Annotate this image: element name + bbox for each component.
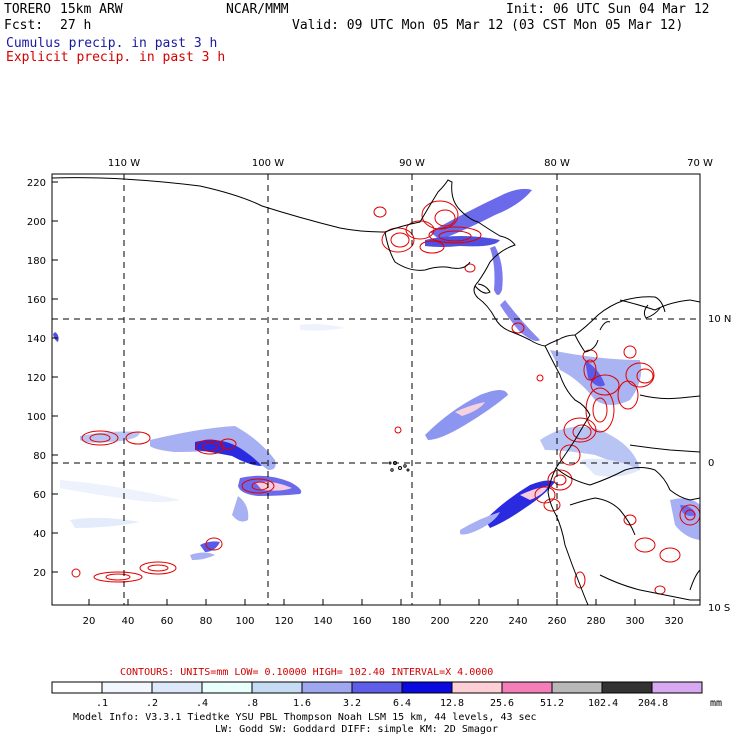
legend-threshold-label: 51.2 <box>539 698 565 709</box>
color-legend <box>51 681 703 694</box>
x-tick-label: 280 <box>586 616 605 627</box>
x-tick-label: 120 <box>274 616 293 627</box>
y-tick-label: 200 <box>27 217 46 228</box>
x-tick-label: 220 <box>469 616 488 627</box>
legend-swatch <box>201 681 253 694</box>
y-tick-label: 160 <box>27 295 46 306</box>
model-info: Model Info: V3.3.1 Tiedtke YSU PBL Thomp… <box>73 712 537 723</box>
x-tick-label: 180 <box>391 616 410 627</box>
x-tick-label: 80 <box>200 616 213 627</box>
forecast-label: Fcst: <box>4 18 44 33</box>
y-tick-label: 100 <box>27 412 46 423</box>
legend-swatch <box>251 681 303 694</box>
lat-label-0: 0 <box>708 458 714 469</box>
x-tick-label: 200 <box>430 616 449 627</box>
x-tick-label: 160 <box>352 616 371 627</box>
coastlines <box>52 177 700 605</box>
contours-info: CONTOURS: UNITS=mm LOW= 0.10000 HIGH= 10… <box>120 667 494 678</box>
x-tick-label: 260 <box>547 616 566 627</box>
legend-threshold-label: 204.8 <box>638 698 669 709</box>
y-tick-label: 80 <box>33 451 46 462</box>
lon-label-100w: 100 W <box>252 158 284 169</box>
legend-threshold-label: .1 <box>95 698 109 709</box>
legend-threshold-label: .2 <box>145 698 159 709</box>
axis-ticks <box>52 181 675 605</box>
y-tick-label: 140 <box>27 334 46 345</box>
lat-label-10n: 10 N <box>708 314 731 325</box>
lon-label-90w: 90 W <box>399 158 425 169</box>
legend-swatch <box>51 681 103 694</box>
init-time: Init: 06 UTC Sun 04 Mar 12 <box>506 2 710 17</box>
x-tick-label: 140 <box>313 616 332 627</box>
x-tick-label: 240 <box>508 616 527 627</box>
legend-swatch <box>101 681 153 694</box>
explicit-precip-contours <box>71 200 700 595</box>
x-tick-label: 20 <box>83 616 96 627</box>
legend-threshold-label: .8 <box>245 698 259 709</box>
valid-time: Valid: 09 UTC Mon 05 Mar 12 (03 CST Mon … <box>292 18 684 33</box>
legend-units: mm <box>710 698 723 709</box>
y-tick-label: 40 <box>33 529 46 540</box>
x-tick-label: 300 <box>625 616 644 627</box>
model-name: TORERO <box>4 2 51 17</box>
lon-label-80w: 80 W <box>544 158 570 169</box>
lon-label-70w: 70 W <box>687 158 713 169</box>
field-explicit-title: Explicit precip. in past 3 h <box>6 50 226 65</box>
lon-label-110w: 110 W <box>108 158 140 169</box>
graticule <box>52 174 700 605</box>
legend-swatch <box>151 681 203 694</box>
legend-swatch <box>501 681 553 694</box>
legend-threshold-label: 1.6 <box>292 698 312 709</box>
legend-swatch <box>451 681 503 694</box>
legend-swatch <box>601 681 653 694</box>
y-tick-label: 220 <box>27 178 46 189</box>
legend-threshold-label: 12.8 <box>439 698 465 709</box>
physics-info: LW: Godd SW: Goddard DIFF: simple KM: 2D… <box>215 724 498 735</box>
y-tick-label: 180 <box>27 256 46 267</box>
legend-threshold-label: .4 <box>195 698 209 709</box>
legend-swatch <box>401 681 453 694</box>
field-cumulus-title: Cumulus precip. in past 3 h <box>6 36 218 51</box>
legend-swatch <box>551 681 603 694</box>
legend-swatch <box>351 681 403 694</box>
legend-swatch <box>651 681 703 694</box>
forecast-hour: 27 h <box>60 18 92 33</box>
model-resolution: 15km ARW <box>60 2 123 17</box>
legend-threshold-label: 3.2 <box>342 698 362 709</box>
y-tick-label: 120 <box>27 373 46 384</box>
legend-threshold-label: 102.4 <box>588 698 619 709</box>
x-tick-label: 100 <box>235 616 254 627</box>
legend-threshold-label: 25.6 <box>489 698 515 709</box>
map-frame <box>51 173 701 606</box>
legend-swatch <box>301 681 353 694</box>
x-tick-label: 320 <box>664 616 683 627</box>
x-tick-label: 60 <box>161 616 174 627</box>
organization: NCAR/MMM <box>226 2 289 17</box>
y-tick-label: 20 <box>33 568 46 579</box>
legend-threshold-label: 6.4 <box>392 698 412 709</box>
x-tick-label: 40 <box>122 616 135 627</box>
y-tick-label: 60 <box>33 490 46 501</box>
lat-label-10s: 10 S <box>708 603 730 614</box>
